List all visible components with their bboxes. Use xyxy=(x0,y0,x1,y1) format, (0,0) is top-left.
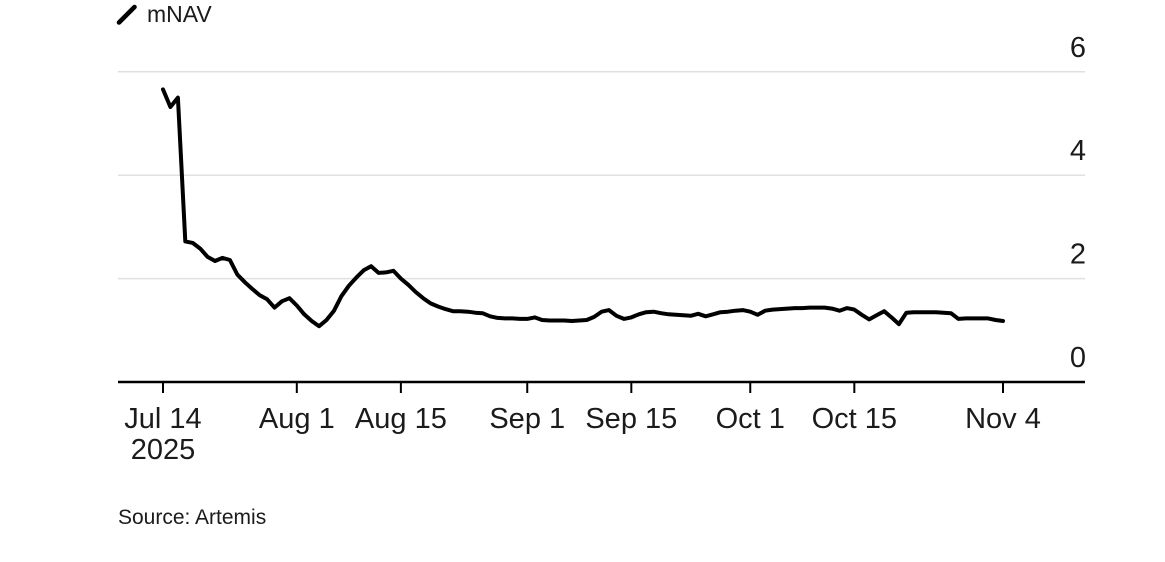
x-axis-tick-label: Aug 15 xyxy=(355,403,447,435)
x-axis-tick-label: Aug 1 xyxy=(259,403,335,435)
legend: mNAV xyxy=(116,3,212,26)
x-axis-tick-label: Nov 4 xyxy=(965,403,1041,435)
x-axis-tick-label: Oct 1 xyxy=(716,403,785,435)
legend-label: mNAV xyxy=(147,1,212,27)
x-axis-tick-label: Jul 14 xyxy=(124,403,201,435)
x-axis-tick-sublabel: 2025 xyxy=(131,434,196,466)
x-axis-tick-label: Sep 1 xyxy=(489,403,565,435)
y-axis-tick-label: 6 xyxy=(1070,32,1086,64)
mnav-line-series xyxy=(161,87,1005,329)
y-axis-tick-label: 2 xyxy=(1070,239,1086,271)
y-axis-tick-label: 4 xyxy=(1070,135,1086,167)
line-series-icon xyxy=(116,4,137,25)
x-axis-tick-label: Sep 15 xyxy=(585,403,677,435)
x-axis-tick-label: Oct 15 xyxy=(812,403,897,435)
y-axis-tick-label: 0 xyxy=(1070,342,1086,374)
source-note: Source: Artemis xyxy=(118,506,267,529)
